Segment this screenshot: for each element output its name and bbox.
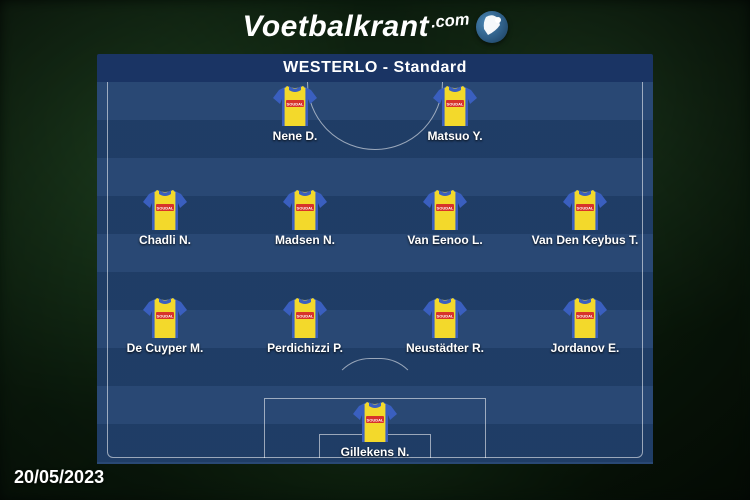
jersey-icon: SOUDAL <box>280 188 330 232</box>
player-attack-2: SOUDAL Matsuo Y. <box>405 84 505 143</box>
pitch-container: SOUDAL Nene D. SOUDAL Matsuo Y. SOUDAL C… <box>97 82 653 464</box>
row-midfield: SOUDAL Chadli N. SOUDAL Madsen N. SOUDAL… <box>97 188 653 247</box>
player-gk: SOUDAL Gillekens N. <box>325 400 425 459</box>
player-label: Chadli N. <box>139 233 191 247</box>
logo-suffix: .com <box>430 10 470 32</box>
svg-text:SOUDAL: SOUDAL <box>297 314 314 319</box>
player-def-4: SOUDAL Jordanov E. <box>535 296 635 355</box>
player-label: Nene D. <box>273 129 318 143</box>
jersey-icon: SOUDAL <box>560 188 610 232</box>
logo-main-text: Voetbalkrant <box>242 10 429 44</box>
player-mid-1: SOUDAL Chadli N. <box>115 188 215 247</box>
player-label: Jordanov E. <box>551 341 620 355</box>
jersey-icon: SOUDAL <box>270 84 320 128</box>
player-label: Gillekens N. <box>341 445 410 459</box>
player-def-2: SOUDAL Perdichizzi P. <box>255 296 355 355</box>
player-mid-2: SOUDAL Madsen N. <box>255 188 355 247</box>
player-def-3: SOUDAL Neustädter R. <box>395 296 495 355</box>
jersey-icon: SOUDAL <box>280 296 330 340</box>
player-label: Perdichizzi P. <box>267 341 343 355</box>
svg-text:SOUDAL: SOUDAL <box>157 206 174 211</box>
svg-text:SOUDAL: SOUDAL <box>287 102 304 107</box>
player-label: Van Den Keybus T. <box>532 233 639 247</box>
team-separator: - <box>378 59 394 77</box>
site-logo: Voetbalkrant.com <box>242 10 507 44</box>
svg-text:SOUDAL: SOUDAL <box>577 206 594 211</box>
svg-text:SOUDAL: SOUDAL <box>437 206 454 211</box>
player-attack-1: SOUDAL Nene D. <box>245 84 345 143</box>
player-mid-3: SOUDAL Van Eenoo L. <box>395 188 495 247</box>
row-attack: SOUDAL Nene D. SOUDAL Matsuo Y. <box>97 84 653 143</box>
svg-text:SOUDAL: SOUDAL <box>297 206 314 211</box>
site-header: Voetbalkrant.com <box>0 0 750 54</box>
svg-text:SOUDAL: SOUDAL <box>577 314 594 319</box>
jersey-icon: SOUDAL <box>420 188 470 232</box>
svg-text:SOUDAL: SOUDAL <box>157 314 174 319</box>
row-keeper: SOUDAL Gillekens N. <box>97 400 653 459</box>
jersey-icon: SOUDAL <box>560 296 610 340</box>
row-defense: SOUDAL De Cuyper M. SOUDAL Perdichizzi P… <box>97 296 653 355</box>
player-mid-4: SOUDAL Van Den Keybus T. <box>535 188 635 247</box>
jersey-icon: SOUDAL <box>140 296 190 340</box>
jersey-icon: SOUDAL <box>430 84 480 128</box>
player-def-1: SOUDAL De Cuyper M. <box>115 296 215 355</box>
away-team-name: Standard <box>394 59 467 77</box>
svg-text:SOUDAL: SOUDAL <box>447 102 464 107</box>
logo-badge-icon <box>476 11 508 43</box>
player-label: Van Eenoo L. <box>407 233 482 247</box>
svg-text:SOUDAL: SOUDAL <box>367 418 384 423</box>
home-team-name: WESTERLO <box>283 59 378 77</box>
pitch: SOUDAL Nene D. SOUDAL Matsuo Y. SOUDAL C… <box>97 82 653 464</box>
svg-text:SOUDAL: SOUDAL <box>437 314 454 319</box>
jersey-icon: SOUDAL <box>350 400 400 444</box>
player-label: De Cuyper M. <box>127 341 204 355</box>
jersey-icon: SOUDAL <box>420 296 470 340</box>
match-date: 20/05/2023 <box>14 467 104 488</box>
player-label: Madsen N. <box>275 233 335 247</box>
player-label: Matsuo Y. <box>427 129 482 143</box>
match-title-bar: WESTERLO - Standard <box>97 54 653 82</box>
jersey-icon: SOUDAL <box>140 188 190 232</box>
player-label: Neustädter R. <box>406 341 484 355</box>
